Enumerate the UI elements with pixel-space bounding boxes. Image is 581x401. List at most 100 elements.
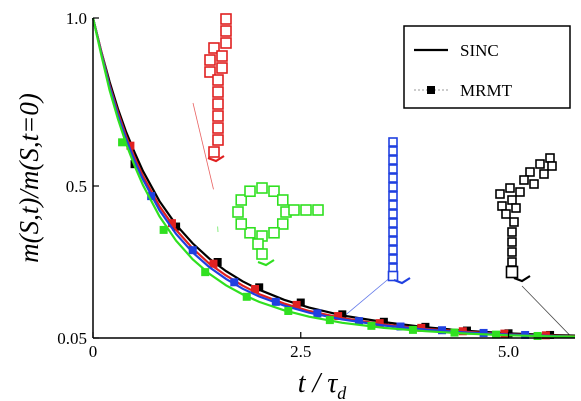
legend-label-sinc: SINC bbox=[460, 41, 499, 60]
blue-monomer bbox=[388, 182, 398, 192]
x-tick-label: 5.0 bbox=[498, 342, 519, 361]
legend: SINC MRMT bbox=[403, 25, 571, 109]
red-monomer bbox=[208, 146, 220, 158]
black-monomer bbox=[505, 183, 515, 193]
black-monomer bbox=[507, 195, 517, 205]
data-point bbox=[379, 317, 388, 326]
blue-monomer bbox=[388, 236, 398, 246]
red-monomer bbox=[212, 110, 224, 122]
black-inset-tail bbox=[513, 275, 531, 283]
data-point bbox=[126, 141, 135, 150]
red-inset-tail bbox=[207, 155, 225, 163]
blue-monomer bbox=[388, 137, 398, 147]
blue-monomer bbox=[388, 254, 398, 264]
blue-monomer bbox=[388, 173, 398, 183]
red-monomer bbox=[204, 66, 216, 78]
red-inset-pointer bbox=[192, 102, 214, 190]
black-monomer bbox=[505, 265, 519, 279]
data-point bbox=[479, 328, 488, 337]
black-monomer bbox=[511, 203, 521, 213]
red-monomer bbox=[220, 25, 232, 37]
black-monomer bbox=[497, 201, 507, 211]
series-3 bbox=[91, 17, 576, 340]
axes-layer: 0 2.5 5.0 0.05 0.5 1.0 bbox=[57, 9, 575, 361]
green-monomer bbox=[268, 226, 280, 239]
data-point bbox=[417, 323, 426, 332]
red-monomer bbox=[208, 42, 220, 54]
data-point bbox=[450, 328, 459, 337]
data-point bbox=[354, 317, 363, 326]
red-monomer bbox=[216, 50, 228, 62]
data-point bbox=[292, 300, 301, 309]
blue-monomer bbox=[388, 227, 398, 237]
green-monomer bbox=[276, 194, 289, 206]
blue-monomer bbox=[388, 146, 398, 156]
black-monomer bbox=[507, 227, 517, 237]
red-monomer bbox=[204, 54, 216, 66]
green-polymer-inset bbox=[217, 182, 324, 267]
data-point bbox=[213, 258, 222, 266]
green-monomer bbox=[268, 185, 280, 198]
green-monomer bbox=[232, 206, 244, 218]
data-point bbox=[147, 192, 156, 201]
legend-label-mrmt: MRMT bbox=[460, 81, 513, 100]
data-point bbox=[242, 292, 251, 301]
green-monomer bbox=[235, 218, 248, 230]
legend-marker-sample bbox=[427, 86, 435, 94]
green-monomer bbox=[256, 182, 268, 194]
data-point bbox=[172, 222, 181, 231]
data-point bbox=[209, 259, 218, 268]
green-inset-tail bbox=[257, 259, 275, 267]
legend-box bbox=[403, 25, 571, 109]
black-monomer bbox=[507, 247, 517, 257]
data-point bbox=[396, 322, 405, 331]
blue-inset-pointer bbox=[342, 275, 393, 319]
black-monomer bbox=[545, 153, 555, 163]
x-axis-title-subscript: d bbox=[337, 383, 347, 401]
x-tick-label: 0 bbox=[89, 342, 98, 361]
black-monomer bbox=[507, 237, 517, 247]
blue-monomer bbox=[388, 218, 398, 228]
red-monomer bbox=[212, 134, 224, 146]
data-point bbox=[325, 316, 334, 325]
data-point bbox=[159, 225, 168, 234]
insets-layer bbox=[192, 13, 572, 337]
data-point bbox=[438, 326, 447, 335]
black-monomer bbox=[547, 161, 557, 171]
green-monomer bbox=[244, 185, 256, 198]
x-axis-title: t / τd bbox=[298, 368, 348, 401]
red-monomer bbox=[212, 122, 224, 134]
black-monomer bbox=[507, 257, 517, 267]
series-line bbox=[91, 17, 576, 338]
data-point bbox=[255, 283, 264, 292]
data-point bbox=[338, 310, 347, 319]
data-point bbox=[167, 219, 176, 228]
y-axis-title: m(S,t)/m(S,t=0) bbox=[14, 93, 44, 263]
data-point bbox=[408, 325, 417, 334]
green-monomer bbox=[252, 238, 264, 250]
black-polymer-inset bbox=[495, 153, 572, 337]
blue-monomer bbox=[387, 270, 399, 282]
data-point bbox=[296, 298, 305, 307]
black-monomer bbox=[501, 209, 511, 219]
data-point bbox=[533, 331, 542, 340]
data-point bbox=[492, 330, 501, 339]
black-monomer bbox=[525, 167, 535, 177]
data-point bbox=[188, 246, 197, 255]
green-monomer bbox=[288, 204, 300, 216]
axis-labels: t / τd m(S,t)/m(S,t=0) bbox=[14, 93, 347, 401]
y-tick-label: 0.05 bbox=[57, 329, 87, 348]
data-point bbox=[375, 319, 384, 328]
red-polymer-inset bbox=[192, 13, 232, 190]
data-point bbox=[118, 138, 127, 147]
series-layer bbox=[91, 17, 576, 340]
black-monomer bbox=[509, 217, 519, 227]
red-monomer bbox=[220, 13, 232, 25]
green-monomer bbox=[256, 248, 268, 260]
green-monomer bbox=[276, 218, 289, 230]
red-monomer bbox=[220, 37, 232, 49]
blue-monomer bbox=[388, 155, 398, 165]
green-monomer bbox=[312, 204, 324, 216]
black-monomer bbox=[515, 187, 525, 197]
data-point bbox=[201, 268, 210, 277]
